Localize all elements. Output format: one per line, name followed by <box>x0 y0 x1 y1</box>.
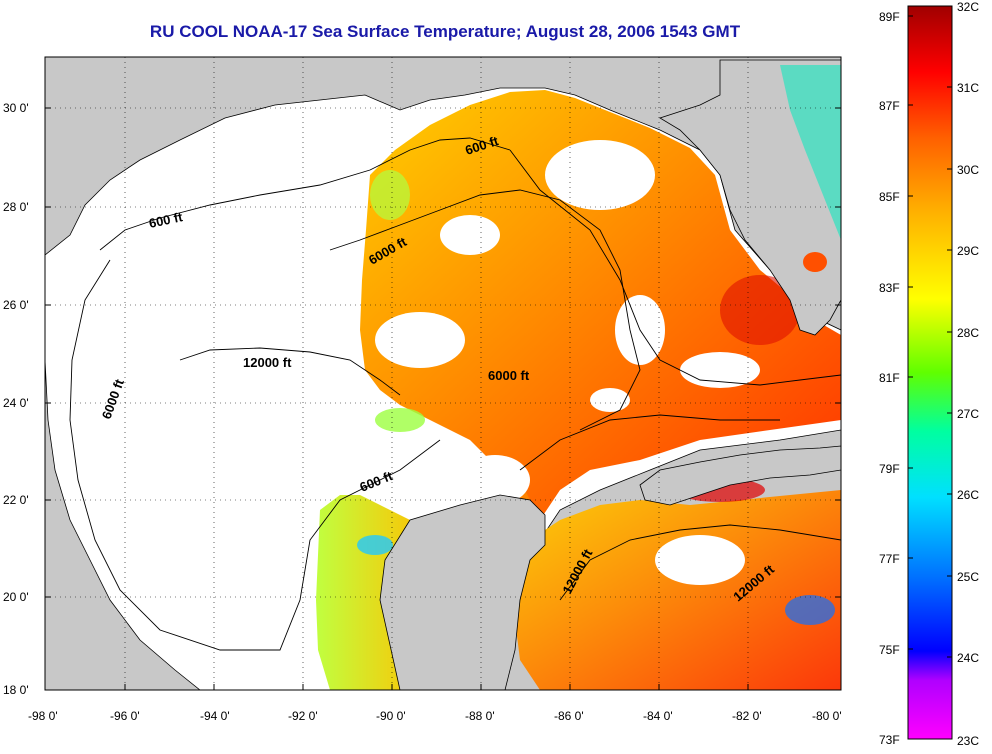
contour-6000ft-south <box>519 414 780 471</box>
cool-patch <box>375 408 425 432</box>
warm-patch <box>720 275 800 345</box>
lon-tick: -80 0' <box>812 709 842 723</box>
lon-tick: -90 0' <box>376 709 406 723</box>
contour-6000ft-west <box>69 259 441 651</box>
colorbar-label-c: 28C <box>957 326 979 340</box>
cloud-gap <box>655 535 745 585</box>
lon-tick: -84 0' <box>643 709 673 723</box>
sst-swath-atlantic <box>780 65 841 240</box>
colorbar-label-f: 85F <box>879 190 900 204</box>
colorbar-label-f: 89F <box>879 10 900 24</box>
lat-tick: 24 0' <box>3 396 29 410</box>
colorbar-label-f: 81F <box>879 371 900 385</box>
lon-tick: -86 0' <box>554 709 584 723</box>
cloud-gap <box>545 140 655 210</box>
cloud-gap <box>460 455 530 505</box>
colorbar-label-f: 79F <box>879 462 900 476</box>
map-frame <box>44 56 842 691</box>
colorbar-label-f: 75F <box>879 643 900 657</box>
cloud-gap <box>440 215 500 255</box>
colorbar-label-c: 29C <box>957 244 979 258</box>
contour-label: 6000 ft <box>488 368 530 383</box>
colorbar-label-c: 23C <box>957 734 979 748</box>
contour-600ft <box>99 137 511 251</box>
cool-patch <box>370 170 410 220</box>
colorbar-label-c: 24C <box>957 651 979 665</box>
colorbar-label-f: 83F <box>879 281 900 295</box>
lon-tick: -88 0' <box>465 709 495 723</box>
colorbar-label-c: 32C <box>957 0 979 14</box>
bathymetry-contours <box>69 137 841 651</box>
lat-tick: 20 0' <box>3 590 29 604</box>
florida-land <box>659 59 841 336</box>
lon-tick: -96 0' <box>110 709 140 723</box>
colorbar-label-c: 31C <box>957 81 979 95</box>
lat-tick: 28 0' <box>3 200 29 214</box>
contour-600ft-east <box>509 149 841 386</box>
cloud-gap <box>375 312 465 368</box>
lat-tick: 26 0' <box>3 298 29 312</box>
sst-swath-caribbean <box>515 490 841 690</box>
colorbar-label-f: 87F <box>879 99 900 113</box>
sst-patch <box>803 252 827 272</box>
yucatan-land <box>379 494 546 690</box>
lat-tick: 30 0' <box>3 101 29 115</box>
lat-tick: 22 0' <box>3 493 29 507</box>
contour-12000ft <box>179 347 401 396</box>
lon-tick: -94 0' <box>200 709 230 723</box>
contour-label: 12000 ft <box>243 355 292 370</box>
colorbar-label-c: 25C <box>957 570 979 584</box>
cuba-land <box>639 445 841 506</box>
colorbar-ticks <box>908 5 952 658</box>
cloud-gap <box>590 388 630 412</box>
colorbar-label-c: 27C <box>957 407 979 421</box>
contour-12000ft-carib <box>559 524 841 601</box>
tick-marks <box>45 107 841 690</box>
cloud-gap <box>680 352 760 388</box>
lon-tick: -98 0' <box>28 709 58 723</box>
colorbar-label-f: 73F <box>879 733 900 747</box>
colorbar-label-c: 30C <box>957 163 979 177</box>
map-title: RU COOL NOAA-17 Sea Surface Temperature;… <box>149 22 741 41</box>
contour-6000ft-north <box>329 189 641 431</box>
colorbar-label-f: 77F <box>879 552 900 566</box>
graticule <box>45 57 841 690</box>
colorbar-gradient <box>907 5 953 740</box>
lat-tick: 18 0' <box>3 683 29 697</box>
cool-patch <box>785 595 835 625</box>
colorbar-label-c: 26C <box>957 488 979 502</box>
contour-label: 600 ft <box>148 209 185 231</box>
cool-patch <box>357 535 393 555</box>
lon-tick: -92 0' <box>288 709 318 723</box>
lon-tick: -82 0' <box>732 709 762 723</box>
